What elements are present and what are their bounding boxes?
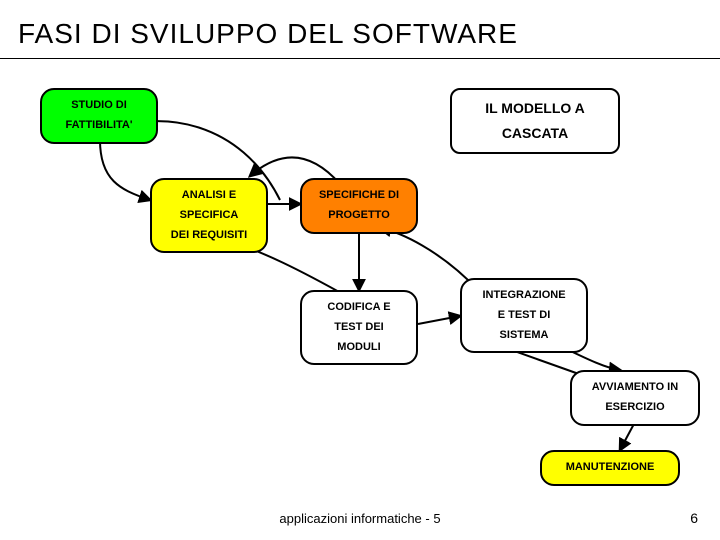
node-line: SISTEMA	[500, 326, 549, 346]
node-line: SPECIFICA	[180, 206, 239, 226]
node-studio-fattibilita: STUDIO DI FATTIBILITA'	[40, 88, 158, 144]
node-line: MODULI	[337, 338, 380, 358]
title-box-modello-cascata: IL MODELLO A CASCATA	[450, 88, 620, 154]
node-line: ESERCIZIO	[605, 398, 664, 418]
node-line: AVVIAMENTO IN	[592, 378, 678, 398]
node-line: ANALISI E	[182, 186, 236, 206]
node-line: SPECIFICHE DI	[319, 186, 399, 206]
node-codifica-test-moduli: CODIFICA E TEST DEI MODULI	[300, 290, 418, 365]
node-line: FATTIBILITA'	[66, 116, 133, 136]
node-line: DEI REQUISITI	[171, 226, 247, 246]
node-line: MANUTENZIONE	[566, 458, 655, 478]
node-line: TEST DEI	[334, 318, 384, 338]
page-title: FASI DI SVILUPPO DEL SOFTWARE	[18, 18, 518, 50]
node-integrazione-test-sistema: INTEGRAZIONE E TEST DI SISTEMA	[460, 278, 588, 353]
node-manutenzione: MANUTENZIONE	[540, 450, 680, 486]
node-line: PROGETTO	[328, 206, 390, 226]
title-box-line1: IL MODELLO A	[485, 96, 585, 121]
node-avviamento-esercizio: AVVIAMENTO IN ESERCIZIO	[570, 370, 700, 426]
node-line: STUDIO DI	[71, 96, 127, 116]
node-line: CODIFICA E	[327, 298, 390, 318]
title-underline	[0, 58, 720, 59]
page-number: 6	[690, 510, 698, 526]
node-line: INTEGRAZIONE	[482, 286, 565, 306]
node-specifiche-progetto: SPECIFICHE DI PROGETTO	[300, 178, 418, 234]
node-analisi-requisiti: ANALISI E SPECIFICA DEI REQUISITI	[150, 178, 268, 253]
footer-text: applicazioni informatiche - 5	[279, 511, 440, 526]
title-box-line2: CASCATA	[502, 121, 568, 146]
node-line: E TEST DI	[498, 306, 551, 326]
